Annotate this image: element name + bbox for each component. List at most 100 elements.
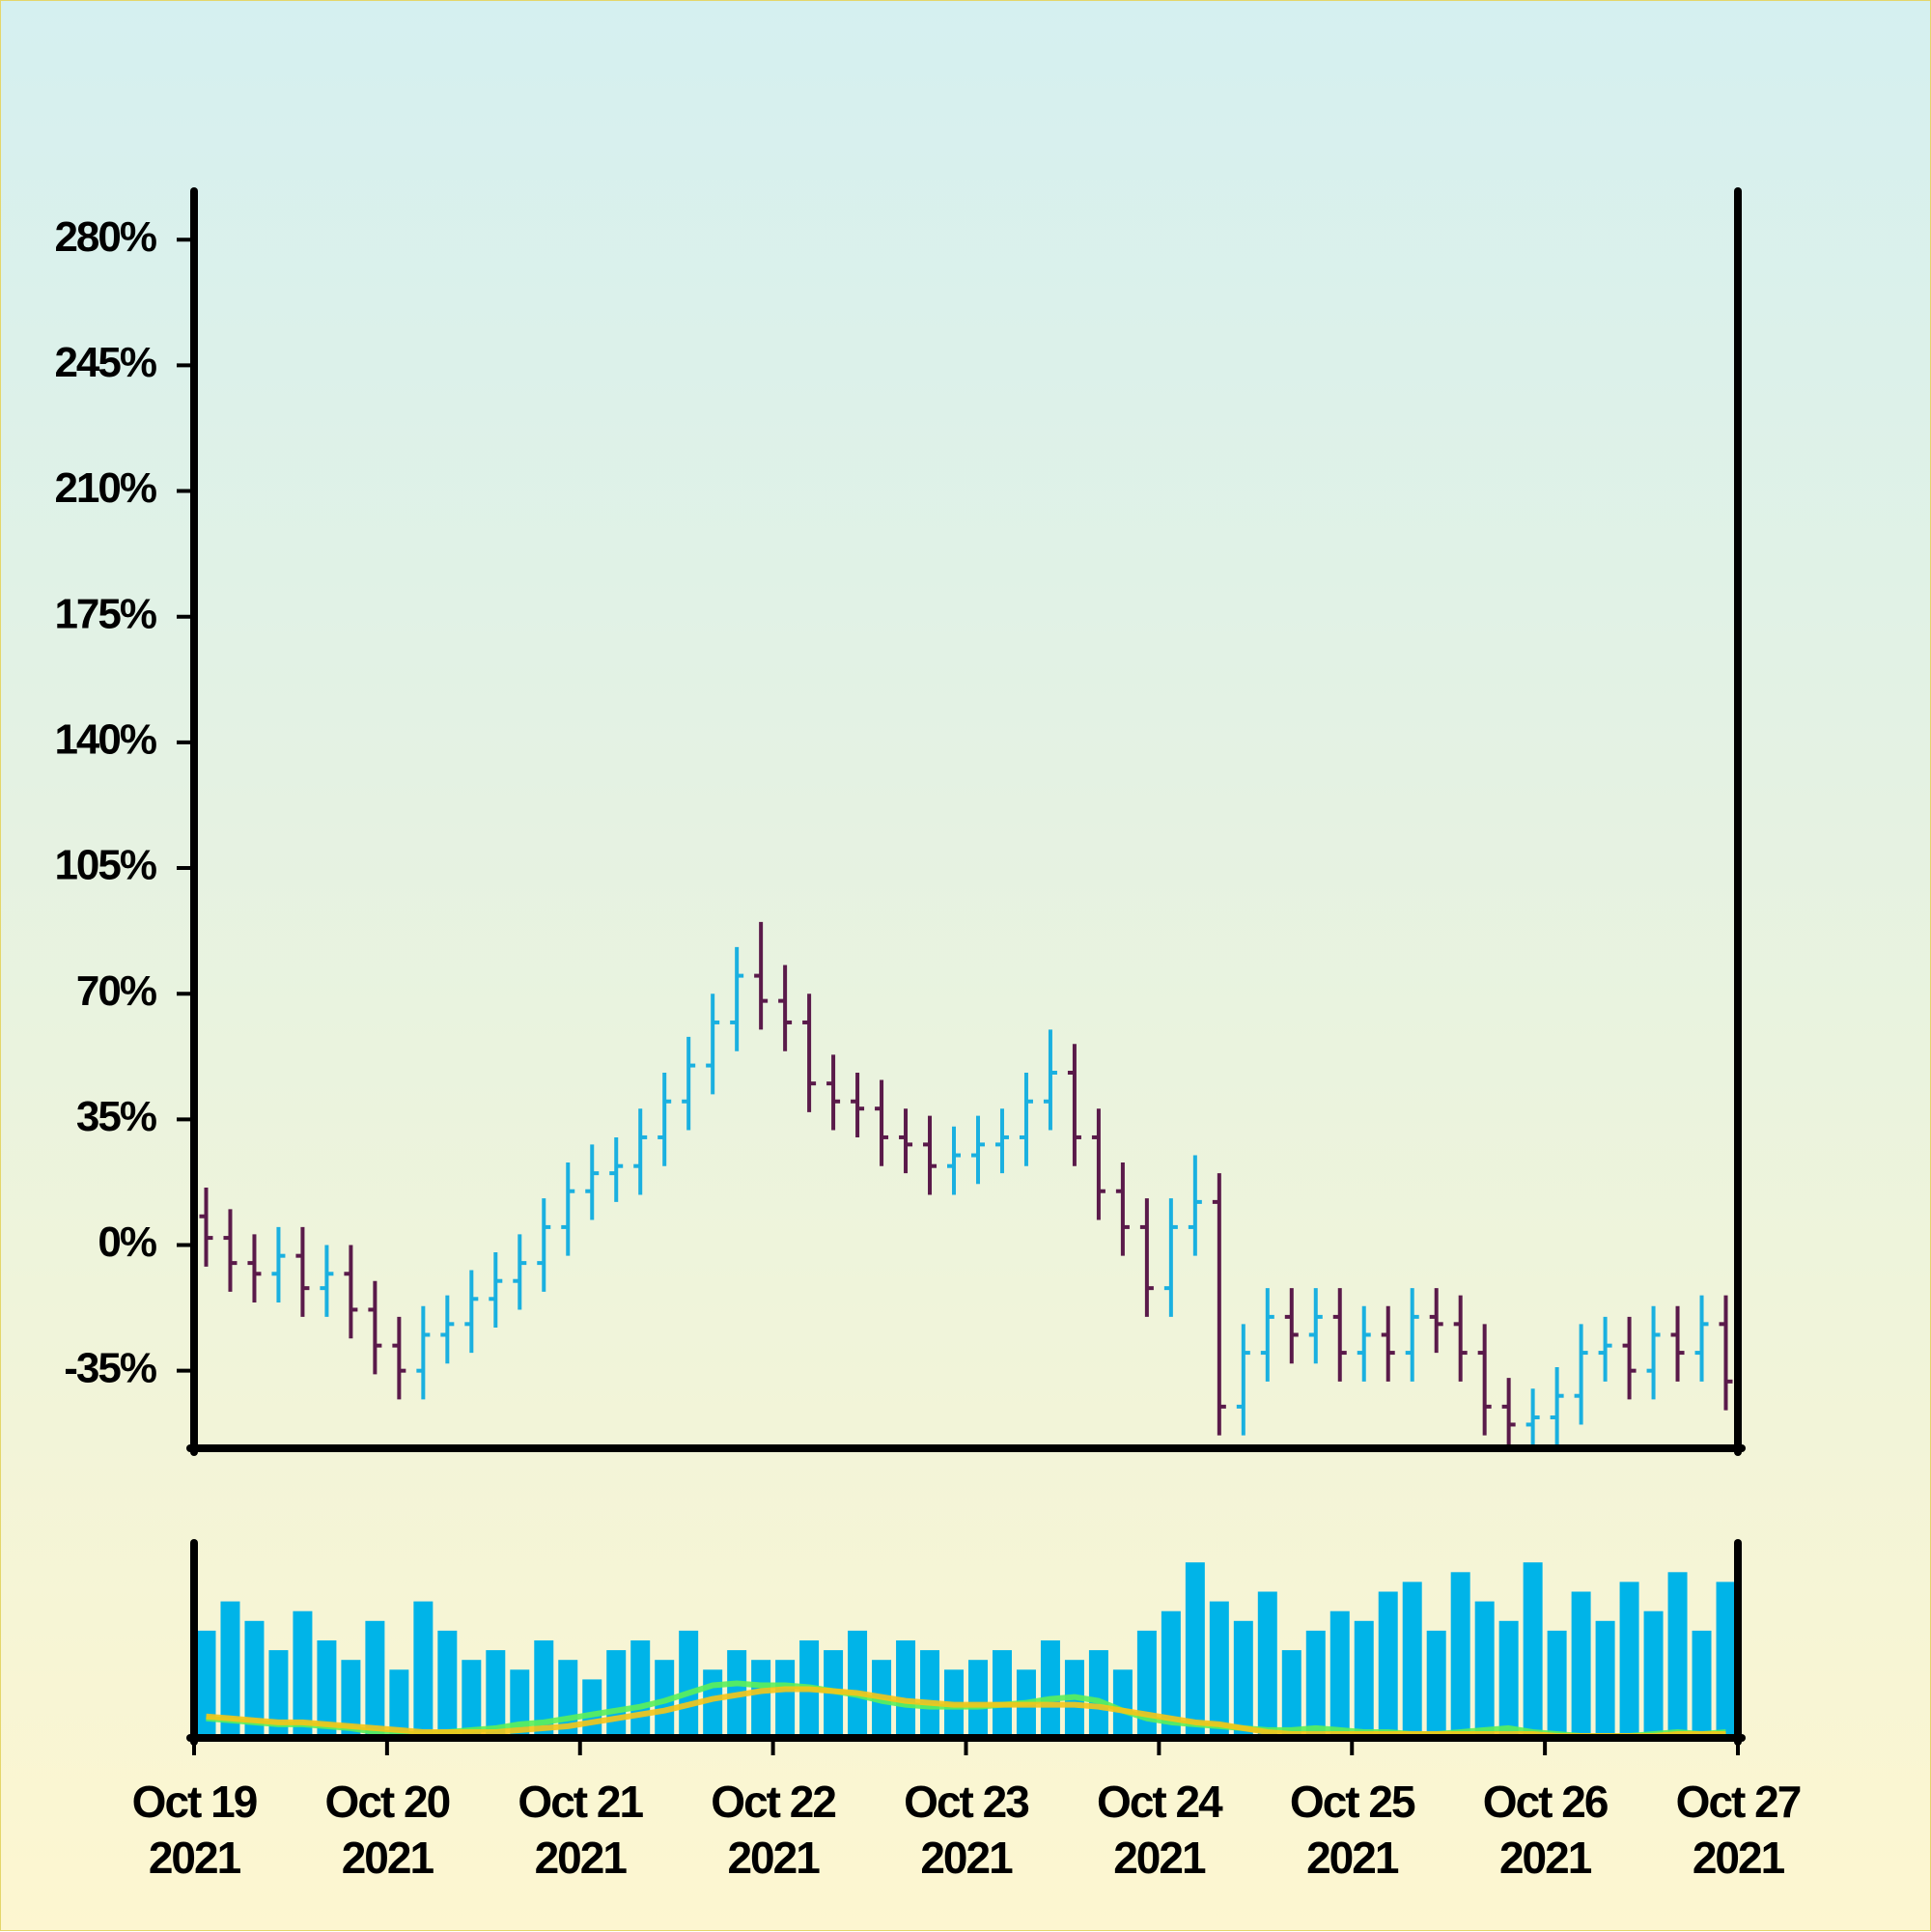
- ohlc-bar: [1525, 1388, 1540, 1448]
- ohlc-bar: [464, 1270, 479, 1354]
- ohlc-bar: [1260, 1288, 1274, 1382]
- volume-bar: [341, 1660, 361, 1738]
- volume-bar: [1619, 1582, 1639, 1738]
- ohlc-bar: [1429, 1288, 1443, 1354]
- ohlc-bar: [970, 1115, 985, 1185]
- ohlc-bar: [585, 1144, 600, 1220]
- ohlc-bar: [295, 1226, 310, 1317]
- volume-bar: [606, 1650, 627, 1738]
- volume-bar: [534, 1640, 554, 1738]
- volume-bar: [486, 1650, 506, 1738]
- ohlc-bar: [561, 1162, 575, 1256]
- y-tick-label: -35%: [64, 1344, 156, 1391]
- ohlc-bar: [1332, 1288, 1347, 1382]
- volume-bar: [775, 1660, 796, 1738]
- ohlc-bar: [1453, 1295, 1468, 1382]
- ohlc-bar: [1598, 1316, 1612, 1382]
- x-tick-label: Oct 24 2021: [1097, 1777, 1223, 1883]
- volume-bar: [630, 1640, 651, 1738]
- x-tick-label: Oct 27 2021: [1675, 1777, 1803, 1883]
- x-tick-label: Oct 22 2021: [711, 1777, 837, 1883]
- ohlc-bar: [1236, 1324, 1250, 1436]
- volume-bar: [317, 1640, 337, 1738]
- volume-bar: [244, 1620, 265, 1738]
- ohlc-bar: [1188, 1155, 1202, 1256]
- volume-bar: [1257, 1591, 1277, 1738]
- ohlc-bar: [1163, 1198, 1178, 1317]
- ohlc-bar: [923, 1115, 938, 1195]
- y-tick-label: 0%: [98, 1218, 155, 1266]
- volume-bar: [1112, 1669, 1133, 1738]
- y-tick-label: 245%: [54, 339, 155, 386]
- volume-bar: [1523, 1562, 1543, 1738]
- volume-bar: [582, 1679, 602, 1738]
- ohlc-bar: [802, 994, 817, 1112]
- x-tick-label: Oct 23 2021: [904, 1777, 1030, 1883]
- volume-bar: [389, 1669, 409, 1738]
- ohlc-bar: [851, 1073, 865, 1137]
- ohlc-bar: [1719, 1295, 1733, 1411]
- volume-bar: [1474, 1601, 1495, 1738]
- ohlc-bar: [778, 965, 793, 1051]
- volume-bar: [1498, 1620, 1519, 1738]
- ohlc-bar: [223, 1209, 238, 1292]
- ohlc-bar: [609, 1136, 624, 1202]
- ohlc-bar: [440, 1295, 455, 1364]
- ohlc-bar: [489, 1251, 503, 1329]
- y-tick-label: 35%: [76, 1093, 156, 1140]
- ohlc-bar: [899, 1108, 913, 1174]
- volume-bar: [1547, 1630, 1567, 1738]
- ohlc-bar: [1043, 1029, 1057, 1131]
- volume-bar: [1692, 1630, 1712, 1738]
- volume-bar: [1716, 1582, 1736, 1738]
- volume-bar: [920, 1650, 940, 1738]
- ohlc-bar: [1115, 1162, 1130, 1256]
- y-tick-label: 175%: [54, 590, 155, 637]
- volume-plot: [196, 1562, 1736, 1738]
- price-plot: [199, 921, 1733, 1448]
- volume-bar: [1088, 1650, 1108, 1738]
- y-tick-label: 210%: [54, 464, 155, 512]
- volume-bar: [751, 1660, 771, 1738]
- volume-bar: [1450, 1572, 1470, 1738]
- ohlc-bar: [875, 1079, 889, 1166]
- ohlc-bar: [1646, 1305, 1661, 1400]
- volume-bar: [1040, 1640, 1060, 1738]
- volume-bar: [967, 1660, 988, 1738]
- volume-bar: [365, 1620, 385, 1738]
- axes: -35% 0% 35% 70% 105% 140% 175% 210% 245% 280%: [54, 187, 1746, 1755]
- ohlc-bar: [1139, 1198, 1154, 1317]
- volume-bar: [1329, 1610, 1350, 1738]
- volume-bar: [1209, 1601, 1229, 1738]
- ohlc-bar: [1622, 1316, 1637, 1400]
- volume-bar: [1305, 1630, 1326, 1738]
- volume-bar: [268, 1650, 289, 1738]
- volume-bar: [1643, 1610, 1664, 1738]
- x-tick-label: Oct 20 2021: [324, 1777, 452, 1883]
- ohlc-bar: [633, 1108, 648, 1195]
- y-tick-label: 140%: [54, 715, 155, 763]
- volume-bar: [510, 1669, 530, 1738]
- y-tick-label: 280%: [54, 213, 155, 261]
- ohlc-bar: [1284, 1288, 1299, 1364]
- volume-bar: [992, 1650, 1012, 1738]
- volume-bar: [703, 1669, 723, 1738]
- volume-bar: [896, 1640, 916, 1738]
- volume-bar: [437, 1630, 458, 1738]
- y-tick-label: 105%: [54, 842, 155, 889]
- volume-bar: [196, 1630, 216, 1738]
- ohlc-bar: [826, 1054, 841, 1131]
- volume-bar: [1161, 1610, 1181, 1738]
- ohlc-bar: [658, 1073, 672, 1166]
- ohlc-bar: [754, 921, 769, 1030]
- x-tick-label: Oct 25 2021: [1289, 1777, 1416, 1883]
- volume-bar: [413, 1601, 434, 1738]
- ohlc-bar: [247, 1234, 262, 1303]
- volume-bar: [220, 1601, 240, 1738]
- ohlc-bar: [1477, 1324, 1492, 1436]
- ohlc-bar: [682, 1036, 696, 1131]
- volume-bar: [1667, 1572, 1688, 1738]
- ohlc-bar: [730, 946, 744, 1051]
